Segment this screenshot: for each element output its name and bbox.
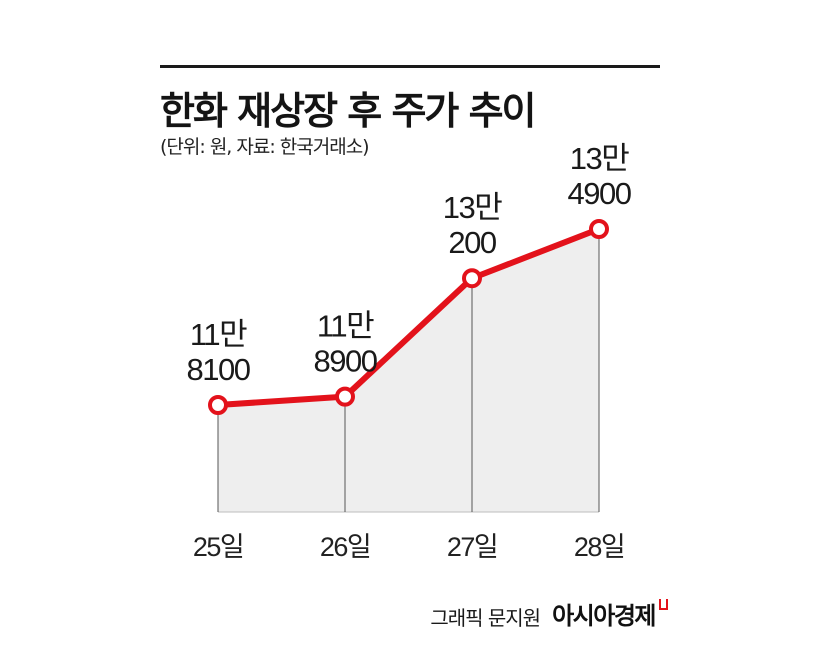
- data-point-3: [462, 268, 482, 289]
- area-fill: [218, 229, 599, 512]
- brand-logo: 아시아경제: [552, 596, 668, 631]
- data-point-2: [335, 386, 355, 407]
- chart-title: 한화 재상장 후 주가 추이: [160, 89, 537, 133]
- data-label-4: 13만 4900: [568, 141, 632, 211]
- data-label-3: 13만 200: [443, 190, 502, 260]
- x-tick-label-2: 26일: [320, 532, 370, 562]
- brand-mark-icon: [659, 599, 668, 610]
- x-tick-label-1: 25일: [193, 532, 243, 562]
- graphic-credit: 그래픽 문지원: [430, 606, 541, 630]
- x-tick-label-3: 27일: [447, 532, 497, 562]
- data-label-1: 11만 8100: [187, 317, 251, 387]
- chart-subtitle: (단위: 원, 자료: 한국거래소): [160, 136, 370, 158]
- data-point-1: [208, 395, 228, 415]
- title-rule: [160, 65, 660, 68]
- price-line: [215, 226, 602, 408]
- brand-name: 아시아경제: [552, 602, 656, 630]
- data-label-2: 11만 8900: [314, 309, 378, 379]
- footer: 그래픽 문지원 아시아경제: [430, 596, 668, 631]
- data-point-4: [589, 219, 609, 239]
- x-tick-label-4: 28일: [574, 532, 624, 562]
